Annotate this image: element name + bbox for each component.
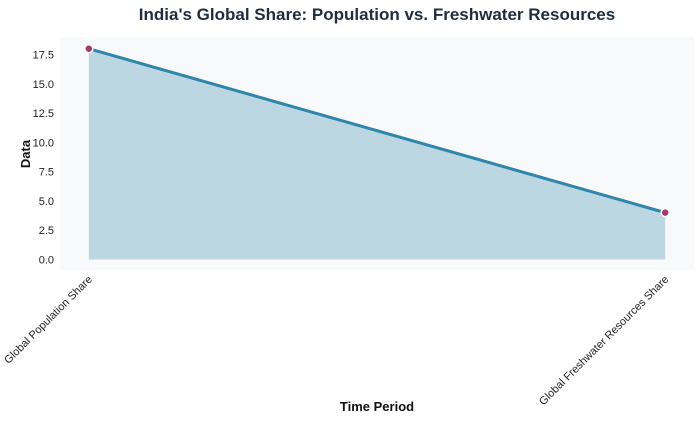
- y-tick-label: 15.0: [33, 79, 54, 91]
- y-tick-label: 7.5: [39, 167, 54, 179]
- y-tick-label: 2.5: [39, 225, 54, 237]
- y-tick-label: 10.0: [33, 137, 54, 149]
- series-line: [88, 47, 666, 215]
- data-point: [84, 43, 94, 54]
- y-tick-label: 17.5: [33, 50, 54, 62]
- x-tick-label: Global Freshwater Resources Share: [537, 274, 671, 408]
- area-fill: [88, 48, 666, 260]
- chart-title: India's Global Share: Population vs. Fre…: [139, 5, 615, 24]
- y-axis-label: Data: [18, 139, 33, 168]
- y-tick-label: 5.0: [39, 196, 54, 208]
- y-tick-label: 0.0: [39, 254, 54, 266]
- x-tick-label: Global Population Share: [2, 274, 95, 367]
- data-point: [660, 207, 670, 218]
- y-tick-label: 12.5: [33, 108, 54, 120]
- x-axis-label: Time Period: [340, 399, 414, 414]
